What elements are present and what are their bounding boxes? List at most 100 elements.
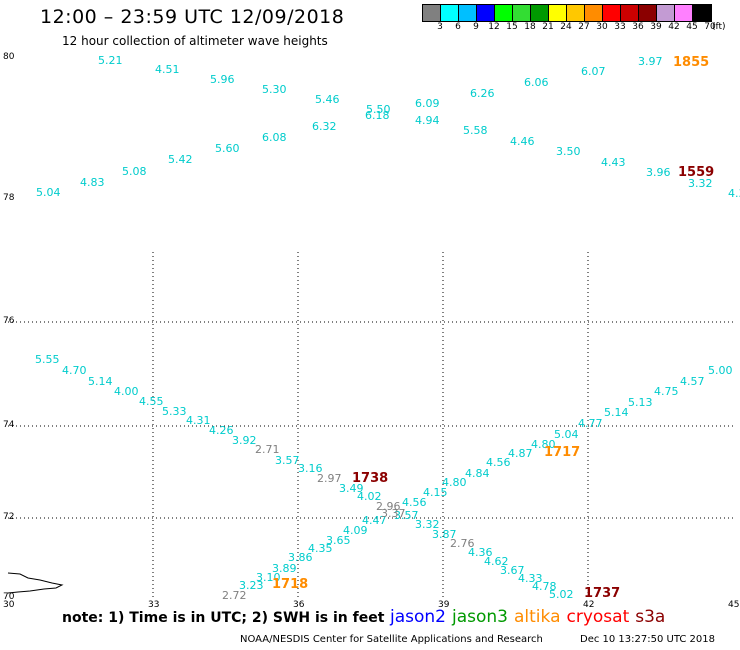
wave-height-value: 4.84 <box>465 467 490 480</box>
wave-height-value: 3.86 <box>288 551 313 564</box>
legend-swatch <box>441 5 459 21</box>
latitude-label: 70 <box>3 592 15 602</box>
legend-swatch <box>567 5 585 21</box>
wave-height-value: 4.57 <box>680 375 705 388</box>
latitude-label: 74 <box>3 420 15 430</box>
legend-tick-label: 24 <box>560 22 572 32</box>
longitude-label: 39 <box>438 600 450 610</box>
wave-height-value: 3.23 <box>239 579 264 592</box>
legend-tick-label: 9 <box>473 22 479 32</box>
wave-height-value: 4.70 <box>62 364 87 377</box>
wave-height-value: 4.00 <box>114 385 139 398</box>
wave-height-value: 3.89 <box>272 562 297 575</box>
legend-swatch <box>621 5 639 21</box>
wave-height-value: 3.65 <box>326 534 351 547</box>
wave-height-value: 4.47 <box>362 514 387 527</box>
legend-swatch <box>477 5 495 21</box>
legend-tick-label: 33 <box>614 22 626 32</box>
latitude-label: 72 <box>3 512 15 522</box>
legend-tick-label: 30 <box>596 22 608 32</box>
legend-tick-label: 3 <box>437 22 443 32</box>
wave-height-value: 2.72 <box>222 589 247 602</box>
wave-height-value: 5.55 <box>35 353 60 366</box>
legend-swatch <box>423 5 441 21</box>
wave-height-value: 4.35 <box>308 542 333 555</box>
pass-time-label: 1855 <box>673 55 710 70</box>
longitude-label: 33 <box>148 600 160 610</box>
wave-height-value: 4.83 <box>80 176 105 189</box>
wave-height-value: 5.33 <box>162 405 187 418</box>
legend-tick-label: 70 <box>704 22 716 32</box>
longitude-label: 30 <box>3 600 15 610</box>
legend-swatch <box>639 5 657 21</box>
wave-height-value: 4.56 <box>486 456 511 469</box>
wave-height-value: 5.04 <box>36 186 61 199</box>
wave-height-value: 4.15 <box>423 486 448 499</box>
wave-height-value: 3.32 <box>688 177 713 190</box>
legend-tick-label: 18 <box>524 22 536 32</box>
credit-line: NOAA/NESDIS Center for Satellite Applica… <box>240 634 543 645</box>
wave-height-value: 4.3 <box>728 187 740 200</box>
wave-height-value: 6.26 <box>470 87 495 100</box>
coastline <box>7 572 64 594</box>
latitude-label: 76 <box>3 316 15 326</box>
longitude-label: 45 <box>728 600 740 610</box>
legend-swatch <box>513 5 531 21</box>
page-subtitle: 12 hour collection of altimeter wave hei… <box>62 34 328 48</box>
legend-swatch <box>693 5 711 21</box>
legend-tick-label: 12 <box>488 22 500 32</box>
mission-label-cryosat: cryosat <box>566 607 630 627</box>
color-legend-unit: (ft) <box>712 22 726 32</box>
wave-height-value: 4.31 <box>186 414 211 427</box>
longitude-label: 36 <box>293 600 305 610</box>
mission-label-s3a: s3a <box>635 607 666 627</box>
mission-label-jason2: jason2 <box>390 607 446 627</box>
wave-height-value: 5.02 <box>549 588 574 601</box>
mission-legend: jason2 jason3 altika cryosat s3a <box>390 607 671 627</box>
wave-height-value: 4.09 <box>343 524 368 537</box>
wave-height-value: 5.96 <box>210 73 235 86</box>
wave-height-value: 2.97 <box>317 472 342 485</box>
wave-height-value: 5.58 <box>463 124 488 137</box>
wave-height-value: 4.55 <box>139 395 164 408</box>
wave-height-value: 3.67 <box>500 564 525 577</box>
mission-label-jason3: jason3 <box>452 607 508 627</box>
wave-height-value: 4.80 <box>531 438 556 451</box>
wave-height-value: 3.16 <box>298 462 323 475</box>
wave-height-value: 3.92 <box>232 434 257 447</box>
wave-height-value: 3.96 <box>646 166 671 179</box>
generated-timestamp: Dec 10 13:27:50 UTC 2018 <box>580 634 715 645</box>
wave-height-value: 3.57 <box>394 509 419 522</box>
wave-height-value: 5.04 <box>554 428 579 441</box>
legend-swatch <box>585 5 603 21</box>
pass-time-label: 1738 <box>352 471 389 486</box>
legend-swatch <box>531 5 549 21</box>
wave-height-value: 3.57 <box>275 454 300 467</box>
wave-height-value: 5.13 <box>628 396 653 409</box>
wave-height-value: 5.60 <box>215 142 240 155</box>
wave-height-value: 4.77 <box>578 417 603 430</box>
legend-tick-label: 36 <box>632 22 644 32</box>
pass-time-label: 1737 <box>584 586 621 601</box>
wave-height-value: 2.96 <box>376 500 401 513</box>
wave-height-value: 6.09 <box>415 97 440 110</box>
legend-swatch <box>549 5 567 21</box>
legend-swatch <box>495 5 513 21</box>
wave-height-value: 5.08 <box>122 165 147 178</box>
wave-height-value: 4.56 <box>402 496 427 509</box>
legend-tick-label: 21 <box>542 22 554 32</box>
wave-height-value: 2.71 <box>255 443 280 456</box>
color-legend <box>422 4 712 22</box>
latitude-label: 78 <box>3 193 15 203</box>
wave-height-value: 5.42 <box>168 153 193 166</box>
legend-swatch <box>603 5 621 21</box>
wave-height-value: 3.49 <box>339 482 364 495</box>
wave-height-value: 5.00 <box>708 364 733 377</box>
legend-tick-label: 45 <box>686 22 698 32</box>
wave-height-value: 4.36 <box>468 546 493 559</box>
legend-swatch <box>675 5 693 21</box>
legend-tick-label: 39 <box>650 22 662 32</box>
legend-tick-label: 15 <box>506 22 518 32</box>
